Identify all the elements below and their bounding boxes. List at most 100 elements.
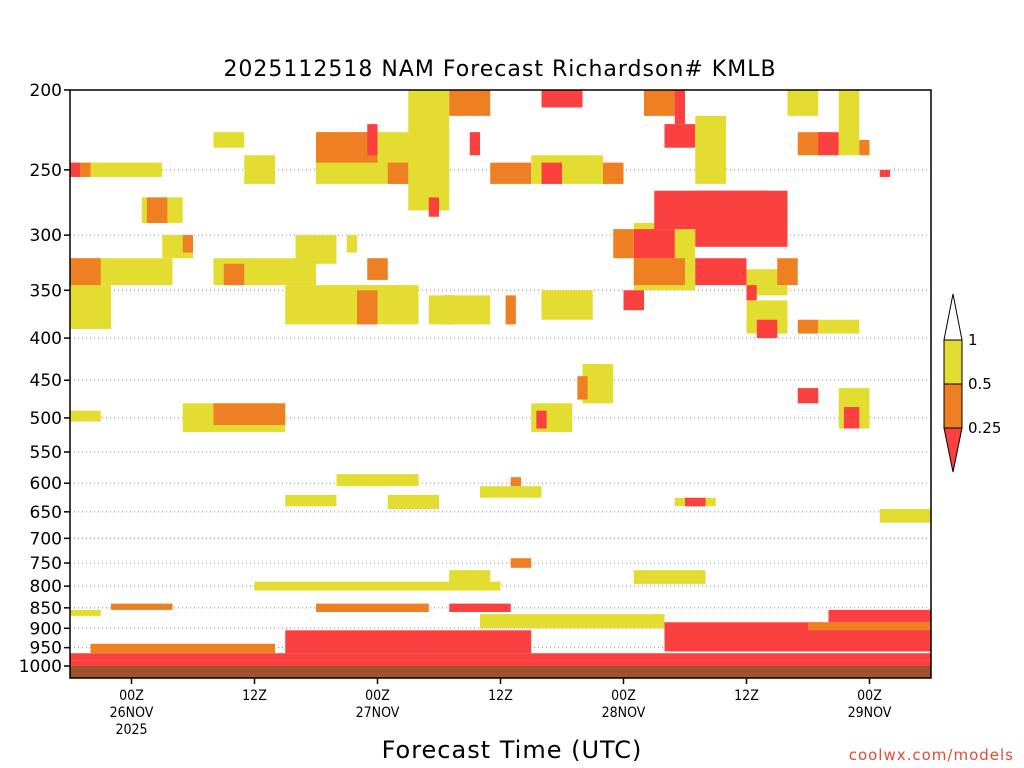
data-cell: [685, 497, 706, 507]
data-cell: [541, 162, 562, 184]
x-tick-label: 00Z: [119, 688, 144, 704]
data-cell: [428, 197, 439, 217]
data-cell: [541, 90, 583, 108]
data-cell: [111, 258, 173, 286]
data-cell: [695, 115, 726, 184]
plot-area: [69, 89, 932, 679]
data-cell: [70, 162, 81, 177]
data-cell: [182, 235, 193, 253]
data-cell: [367, 258, 388, 280]
data-cell: [623, 290, 644, 311]
y-tick-label: 850: [30, 599, 62, 619]
data-cell: [879, 169, 890, 177]
y-tick-label: 250: [30, 161, 62, 181]
y-tick-label: 900: [30, 619, 62, 639]
data-cell: [367, 124, 378, 156]
y-tick-label: 550: [30, 443, 62, 463]
data-cell: [316, 603, 429, 613]
data-cell: [633, 258, 685, 286]
data-cell: [674, 90, 685, 125]
y-tick-label: 350: [30, 281, 62, 301]
data-cell: [695, 190, 788, 247]
data-cell: [285, 494, 337, 507]
data-cell: [859, 140, 870, 156]
credit-link[interactable]: coolwx.com/models: [849, 746, 1014, 764]
x-tick-label: 27NOV: [356, 705, 400, 721]
y-tick-label: 600: [30, 474, 62, 494]
data-cell: [510, 558, 532, 568]
data-cell: [70, 609, 101, 617]
y-tick-label: 650: [30, 503, 62, 523]
y-tick-label: 950: [30, 639, 62, 659]
data-cell: [808, 622, 931, 631]
data-cell: [449, 603, 511, 613]
data-cell: [695, 258, 747, 286]
data-cell: [285, 285, 419, 325]
data-cell: [70, 410, 101, 422]
data-cell: [449, 90, 491, 116]
data-cell: [480, 486, 542, 498]
data-cell: [469, 132, 480, 156]
data-cell: [797, 319, 819, 334]
data-cell: [213, 132, 245, 148]
data-cell: [746, 285, 757, 301]
data-cell: [223, 263, 245, 286]
y-tick-label: 300: [30, 226, 62, 246]
data-cell: [244, 155, 275, 184]
data-cell: [664, 124, 696, 148]
y-tick-label: 1000: [19, 657, 62, 677]
data-cell: [777, 258, 798, 286]
data-cell: [577, 376, 588, 400]
data-cell: [490, 162, 532, 184]
data-cell: [879, 509, 931, 523]
data-cell: [787, 90, 819, 116]
data-cell: [505, 295, 516, 325]
x-tick-label: 28NOV: [602, 705, 646, 721]
x-tick-label: 00Z: [365, 688, 390, 704]
data-cell: [818, 132, 839, 156]
data-cell: [295, 235, 337, 264]
y-tick-label: 450: [30, 371, 62, 391]
data-cell: [357, 290, 378, 325]
data-cell: [387, 494, 439, 510]
data-cell: [633, 229, 675, 259]
legend-tick-label: 0.5: [968, 375, 992, 393]
data-cell: [756, 319, 778, 339]
data-cell: [146, 197, 168, 223]
data-cell: [480, 614, 665, 629]
data-cell: [428, 295, 491, 325]
x-tick-label: 26NOV: [110, 705, 154, 721]
x-tick-label: 00Z: [857, 688, 882, 704]
y-tick-label: 500: [30, 409, 62, 429]
data-cell: [90, 643, 275, 654]
legend-lt025-arrow: [943, 427, 963, 473]
data-cell: [536, 410, 547, 429]
data-cell: [80, 162, 91, 177]
y-tick-label: 750: [30, 554, 62, 574]
data-cell: [510, 477, 521, 487]
y-tick-label: 700: [30, 529, 62, 549]
data-cell: [828, 609, 931, 623]
legend-gt1-arrow: [943, 293, 963, 341]
legend-tick-label: 1: [968, 331, 978, 349]
x-axis-label: Forecast Time (UTC): [382, 736, 643, 764]
color-legend: 1 0.5 0.25: [943, 293, 1001, 473]
legend-tick-label: 0.25: [968, 419, 1001, 437]
data-cell: [843, 407, 860, 429]
data-cell: [346, 235, 357, 253]
data-cell: [336, 474, 419, 487]
data-cell: [838, 90, 860, 156]
ground-strip: [70, 666, 931, 678]
x-tick-label: 12Z: [242, 688, 267, 704]
data-cell: [603, 162, 624, 184]
y-tick-label: 200: [30, 81, 62, 101]
legend-swatch: [943, 383, 963, 429]
y-tick-label: 400: [30, 329, 62, 349]
data-cell: [213, 403, 286, 426]
x-tick-label: 12Z: [734, 688, 759, 704]
data-cell: [541, 290, 593, 320]
x-tick-label: 12Z: [488, 688, 513, 704]
data-cell: [797, 388, 819, 404]
